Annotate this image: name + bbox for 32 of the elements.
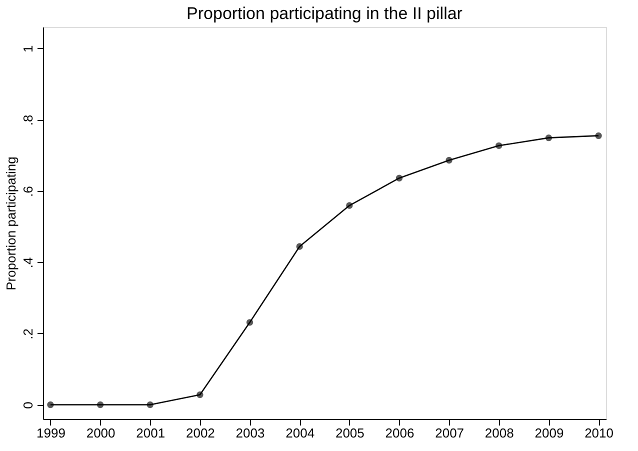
x-tick-label: 2000 bbox=[86, 426, 116, 440]
x-tick-label: 2002 bbox=[186, 426, 215, 440]
y-tick-label: .2 bbox=[20, 328, 36, 340]
x-tick-label: 2005 bbox=[335, 426, 364, 440]
point bbox=[196, 391, 204, 398]
x-tick-label: 2010 bbox=[584, 426, 614, 440]
point bbox=[446, 156, 452, 164]
point bbox=[96, 401, 104, 408]
x-tick-label: 2009 bbox=[534, 426, 564, 440]
point bbox=[496, 142, 502, 150]
x-tick-label: 2001 bbox=[136, 426, 166, 440]
point bbox=[545, 134, 552, 142]
point bbox=[246, 319, 254, 326]
x-tick-label: 1999 bbox=[36, 426, 66, 440]
y-tick-label: .6 bbox=[20, 186, 36, 197]
x-tick-label: 2007 bbox=[435, 426, 464, 440]
x-tick-label: 2004 bbox=[286, 426, 315, 440]
x-tick-label: 2008 bbox=[484, 426, 514, 440]
point bbox=[396, 174, 403, 182]
y-tick-label: 0 bbox=[20, 402, 36, 409]
point bbox=[296, 243, 303, 250]
y-tick-label: 1 bbox=[20, 45, 36, 52]
point bbox=[346, 202, 353, 209]
y-axis-title: Proportion participating bbox=[4, 156, 18, 290]
y-tick-label: .8 bbox=[20, 114, 36, 126]
point bbox=[146, 401, 154, 408]
chart-title: Proportion participating in the II pillar bbox=[186, 4, 463, 23]
point bbox=[595, 132, 602, 140]
y-tick-label: .4 bbox=[20, 257, 36, 268]
point bbox=[47, 401, 54, 408]
x-tick-label: 2003 bbox=[236, 426, 265, 440]
x-tick-label: 2006 bbox=[385, 426, 414, 440]
